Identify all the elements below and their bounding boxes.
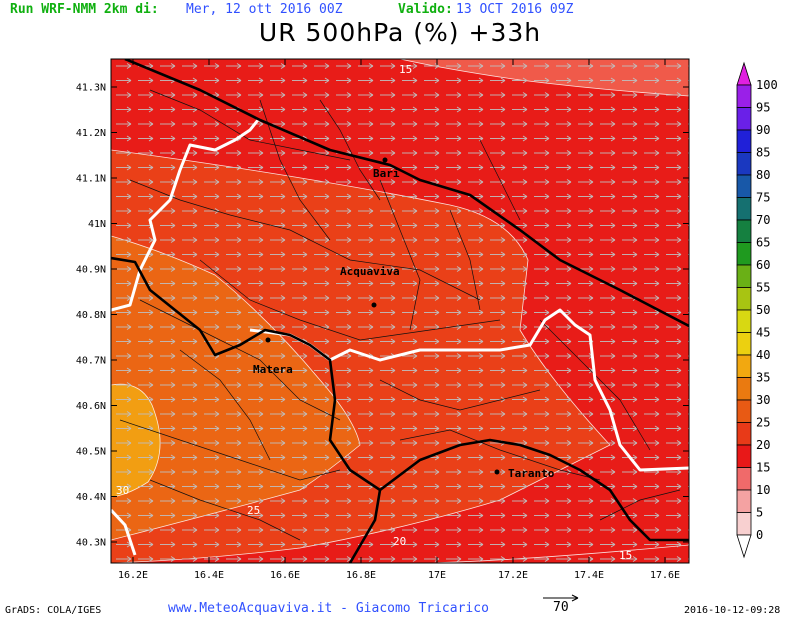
colorbar-segment <box>736 152 752 176</box>
colorbar-label: 95 <box>756 101 770 115</box>
contour-label-25: 25 <box>247 504 260 517</box>
colorbar-segment <box>736 129 752 153</box>
lon-tick-label: 16.4E <box>194 570 224 581</box>
colorbar-segment <box>736 422 752 446</box>
lat-tick-label: 41.1N <box>76 174 106 185</box>
wind-vectors <box>116 63 689 562</box>
contour-lines <box>111 59 689 563</box>
city-bari: Bari <box>373 167 400 180</box>
reference-arrow <box>543 594 579 602</box>
reference-arrow-label: 70 <box>553 600 569 615</box>
colorbar-label: 80 <box>756 168 770 182</box>
colorbar-segment <box>736 332 752 356</box>
city-matera: Matera <box>253 363 293 376</box>
colorbar-segment <box>736 219 752 243</box>
colorbar-segment <box>736 354 752 378</box>
valid-label: Valido: <box>398 2 453 17</box>
colorbar-label: 0 <box>756 528 763 542</box>
colorbar-label: 45 <box>756 326 770 340</box>
coastline <box>111 59 689 563</box>
colorbar-segment <box>736 467 752 491</box>
city-acquaviva: Acquaviva <box>340 265 400 278</box>
lon-tick-label: 16.8E <box>346 570 376 581</box>
lat-tick-label: 40.8N <box>76 310 106 321</box>
chart-title: UR 500hPa (%) +33h <box>258 18 542 47</box>
timestamp: 2016-10-12-09:28 <box>684 605 781 616</box>
run-date: Mer, 12 ott 2016 00Z <box>186 2 343 17</box>
plot-frame <box>110 58 690 564</box>
colorbar-segment <box>736 399 752 423</box>
contour-label-20: 20 <box>393 535 406 548</box>
lat-tick-label: 40.9N <box>76 265 106 276</box>
colorbar-label: 15 <box>756 461 770 475</box>
contour-label-30: 30 <box>116 484 129 497</box>
bari-marker <box>382 157 388 163</box>
colorbar-label: 60 <box>756 258 770 272</box>
website-credit[interactable]: www.MeteoAcquaviva.it - Giacomo Tricaric… <box>168 601 489 616</box>
latitude-axis: 41.3N 41.2N 41.1N 41N 40.9N 40.8N 40.7N 40.6N 40… <box>76 83 689 549</box>
colorbar-segment <box>736 107 752 131</box>
lat-tick-label: 40.5N <box>76 447 106 458</box>
municipal-borders <box>119 89 681 541</box>
colorbar-label: 85 <box>756 146 770 160</box>
colorbar-segment <box>736 264 752 288</box>
lat-tick-label: 41N <box>88 219 106 230</box>
valid-date: 13 OCT 2016 09Z <box>456 2 574 17</box>
colorbar-label: 10 <box>756 483 770 497</box>
colorbar-label: 75 <box>756 191 770 205</box>
colorbar-label: 55 <box>756 281 770 295</box>
lon-tick-label: 16.6E <box>270 570 300 581</box>
grads-credit: GrADS: COLA/IGES <box>5 605 102 616</box>
colorbar-label: 25 <box>756 416 770 430</box>
lon-tick-label: 16.2E <box>118 570 148 581</box>
colorbar-label: 65 <box>756 236 770 250</box>
city-taranto: Taranto <box>508 467 555 480</box>
contour-label-15-top: 15 <box>399 63 412 76</box>
lon-tick-label: 17.6E <box>650 570 680 581</box>
colorbar-label: 35 <box>756 371 770 385</box>
contour-label-15-bottom: 15 <box>619 549 632 562</box>
colorbar-label: 20 <box>756 438 770 452</box>
colorbar-label: 40 <box>756 348 770 362</box>
lat-tick-label: 40.4N <box>76 492 106 503</box>
colorbar-segment <box>736 242 752 266</box>
colorbar-segment <box>736 444 752 468</box>
lat-tick-label: 41.3N <box>76 83 106 94</box>
acquaviva-marker <box>371 302 377 308</box>
matera-marker <box>265 337 271 343</box>
humidity-field <box>111 59 689 563</box>
lat-tick-label: 40.6N <box>76 401 106 412</box>
colorbar-label: 100 <box>756 78 778 92</box>
colorbar-label: 90 <box>756 123 770 137</box>
colorbar-segment <box>736 174 752 198</box>
colorbar-label: 70 <box>756 213 770 227</box>
lat-tick-label: 41.2N <box>76 128 106 139</box>
lon-tick-label: 17.2E <box>498 570 528 581</box>
colorbar: 1009590858075706560555045403530252015105… <box>736 61 778 559</box>
taranto-marker <box>494 469 500 475</box>
colorbar-label: 30 <box>756 393 770 407</box>
colorbar-segment <box>736 309 752 333</box>
colorbar-segment <box>736 377 752 401</box>
lon-tick-label: 17E <box>428 570 446 581</box>
colorbar-label: 50 <box>756 303 770 317</box>
lon-tick-label: 17.4E <box>574 570 604 581</box>
lat-tick-label: 40.7N <box>76 356 106 367</box>
colorbar-segment <box>736 84 752 108</box>
lat-tick-label: 40.3N <box>76 538 106 549</box>
colorbar-segment <box>736 197 752 221</box>
colorbar-segment <box>736 489 752 513</box>
colorbar-label: 5 <box>756 506 763 520</box>
colorbar-segment <box>736 512 752 536</box>
longitude-axis: 16.2E 16.4E 16.6E 16.8E 17E 17.2E 17.4E 17.6E <box>118 59 680 581</box>
colorbar-segment <box>736 287 752 311</box>
run-label: Run WRF-NMM 2km di: <box>10 2 159 17</box>
